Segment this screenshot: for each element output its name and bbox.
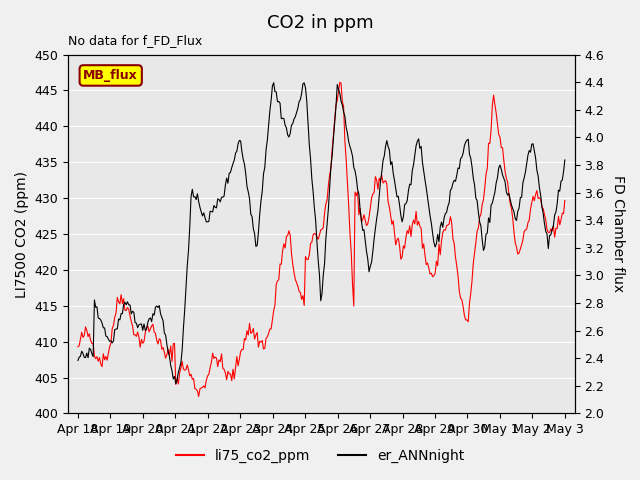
li75_co2_ppm	[560, 211, 568, 216]
li75_co2_ppm	[424, 260, 431, 266]
er_ANNnight	[327, 164, 335, 169]
li75_co2_ppm	[106, 344, 113, 349]
li75_co2_ppm	[336, 80, 344, 85]
er_ANNnight	[270, 80, 278, 85]
li75_co2_ppm	[195, 394, 202, 399]
Y-axis label: LI7500 CO2 (ppm): LI7500 CO2 (ppm)	[15, 170, 29, 298]
Text: MB_flux: MB_flux	[83, 69, 138, 82]
li75_co2_ppm	[496, 134, 504, 140]
er_ANNnight	[560, 169, 568, 175]
li75_co2_ppm	[561, 198, 569, 204]
Text: No data for f_FD_Flux: No data for f_FD_Flux	[68, 35, 202, 48]
er_ANNnight	[561, 157, 569, 163]
Legend: li75_co2_ppm, er_ANNnight: li75_co2_ppm, er_ANNnight	[170, 443, 470, 468]
er_ANNnight	[172, 381, 180, 386]
li75_co2_ppm	[326, 172, 333, 178]
Line: er_ANNnight: er_ANNnight	[78, 83, 565, 384]
er_ANNnight	[91, 297, 99, 303]
er_ANNnight	[496, 162, 504, 168]
er_ANNnight	[74, 358, 82, 363]
li75_co2_ppm	[91, 353, 99, 359]
Line: li75_co2_ppm: li75_co2_ppm	[78, 83, 565, 396]
li75_co2_ppm	[74, 344, 82, 349]
Y-axis label: FD Chamber flux: FD Chamber flux	[611, 176, 625, 293]
Text: CO2 in ppm: CO2 in ppm	[267, 14, 373, 33]
er_ANNnight	[424, 194, 431, 200]
er_ANNnight	[106, 338, 113, 344]
